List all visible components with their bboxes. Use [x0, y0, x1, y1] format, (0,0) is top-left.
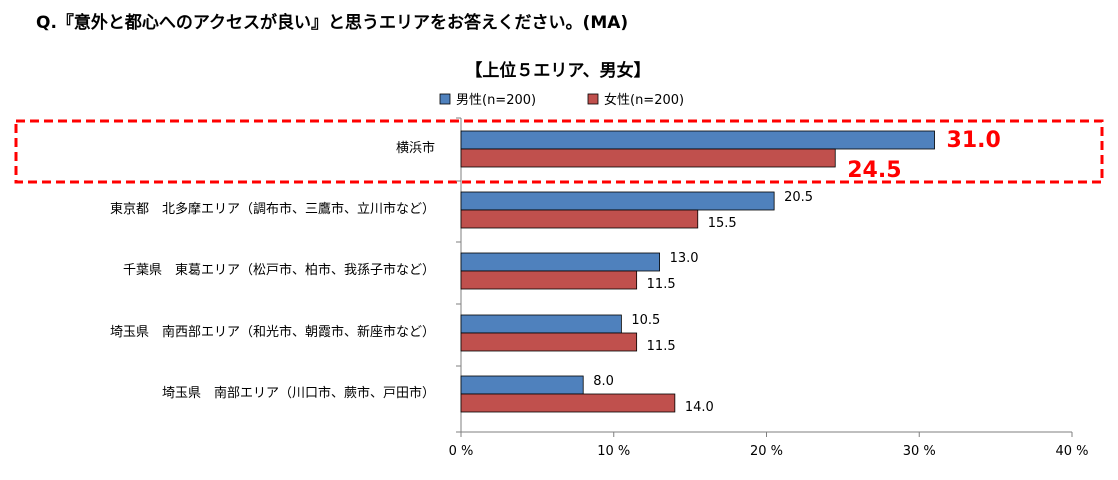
bar-male-1: [460, 191, 775, 211]
category-label-3: 埼玉県 南西部エリア（和光市、朝霞市、新座市など）: [110, 324, 435, 340]
bar-male-0: [460, 130, 935, 150]
x-tick-label-2: 20 %: [750, 444, 783, 459]
data-label-male-3: 10.5: [631, 313, 660, 328]
data-label-male-1: 20.5: [784, 190, 813, 205]
data-label-female-0: 24.5: [847, 158, 901, 183]
bar-female-0: [460, 148, 836, 168]
x-tick-label-0: 0 %: [449, 444, 474, 459]
bar-male-2: [460, 252, 660, 272]
data-label-female-3: 11.5: [647, 339, 676, 354]
x-tick-label-1: 10 %: [597, 444, 630, 459]
category-label-4: 埼玉県 南部エリア（川口市、蕨市、戸田市）: [162, 385, 435, 401]
bar-female-3: [460, 332, 638, 352]
legend-label-0: 男性(n=200): [456, 93, 536, 108]
category-label-1: 東京都 北多摩エリア（調布市、三鷹市、立川市など）: [110, 201, 435, 217]
data-label-female-1: 15.5: [708, 216, 737, 231]
category-label-0: 横浜市: [396, 140, 435, 156]
data-label-female-4: 14.0: [685, 400, 714, 415]
question-text: Q.『意外と都心へのアクセスが良い』と思うエリアをお答えください。(MA): [36, 13, 629, 33]
data-label-male-4: 8.0: [593, 374, 614, 389]
bar-female-4: [460, 393, 676, 413]
data-label-male-2: 13.0: [670, 251, 699, 266]
data-label-male-0: 31.0: [947, 128, 1001, 153]
bar-female-2: [460, 270, 638, 290]
legend-label-1: 女性(n=200): [604, 92, 684, 108]
chart-title: 【上位５エリア、男女】: [465, 60, 650, 81]
x-tick-label-4: 40 %: [1055, 444, 1088, 459]
bar-female-1: [460, 209, 699, 229]
bar-male-3: [460, 314, 622, 334]
bar-male-4: [460, 375, 584, 395]
x-tick-label-3: 30 %: [903, 444, 936, 459]
legend-swatch-1: [587, 93, 599, 105]
category-label-2: 千葉県 東葛エリア（松戸市、柏市、我孫子市など）: [123, 262, 435, 278]
legend-swatch-0: [439, 93, 451, 105]
data-label-female-2: 11.5: [647, 277, 676, 292]
